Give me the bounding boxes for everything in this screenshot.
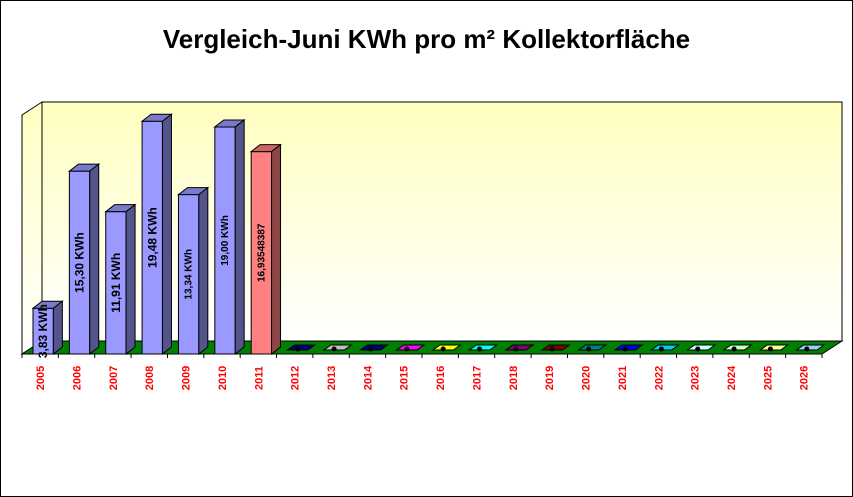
x-tick-label-2013: 2013 bbox=[326, 366, 338, 390]
bar-2020 bbox=[576, 344, 608, 352]
bar-2016 bbox=[431, 344, 462, 352]
bar-2008 bbox=[140, 113, 173, 356]
x-tick-label-2010: 2010 bbox=[217, 366, 229, 390]
bar-2017 bbox=[467, 344, 499, 352]
x-tick-label-2022: 2022 bbox=[653, 366, 665, 390]
data-label-2006: 15,30 KWh bbox=[73, 232, 87, 293]
data-labels-group: 3,83 KWh 15,30 KWh 11,91 KWh 19,48 KWh 13,34… bbox=[36, 207, 267, 358]
x-tick-label-2016: 2016 bbox=[435, 366, 447, 390]
bar-2023 bbox=[685, 344, 717, 352]
bar-2018 bbox=[504, 344, 535, 352]
x-tick-label-2019: 2019 bbox=[544, 366, 556, 390]
x-tick-label-2015: 2015 bbox=[399, 366, 411, 390]
bar-2011 bbox=[249, 143, 283, 356]
x-tick-label-2021: 2021 bbox=[617, 366, 629, 390]
x-tick-label-2006: 2006 bbox=[71, 366, 83, 390]
x-tick-label-2026: 2026 bbox=[799, 366, 811, 390]
data-label-2007: 11,91 KWh bbox=[109, 253, 123, 313]
data-label-2011: 16,93548387 bbox=[256, 223, 267, 282]
data-label-2010: 19,00 KWh bbox=[220, 215, 231, 266]
bar-2014 bbox=[358, 344, 390, 352]
x-tick-label-2025: 2025 bbox=[762, 366, 774, 390]
bar-2021 bbox=[613, 344, 644, 352]
bar-2022 bbox=[649, 344, 681, 352]
x-tick-label-2012: 2012 bbox=[290, 366, 302, 390]
bar-2019 bbox=[540, 344, 572, 352]
x-tick-label-2005: 2005 bbox=[35, 366, 47, 390]
bar-2025 bbox=[758, 344, 790, 352]
x-tick-label-2009: 2009 bbox=[181, 366, 193, 390]
data-label-2009: 13,34 KWh bbox=[184, 249, 195, 300]
bar-2006 bbox=[67, 163, 101, 356]
bar-2012 bbox=[285, 344, 317, 352]
bar-2024 bbox=[722, 344, 753, 352]
bar-2026 bbox=[795, 344, 826, 352]
x-tick-label-2020: 2020 bbox=[581, 366, 593, 390]
bars-group bbox=[31, 113, 826, 356]
bar-2007 bbox=[104, 203, 137, 356]
bar-2005 bbox=[31, 300, 64, 356]
x-tick-label-2018: 2018 bbox=[508, 366, 520, 390]
x-tick-label-2023: 2023 bbox=[690, 366, 702, 390]
bar-2013 bbox=[322, 344, 353, 352]
x-tick-label-2017: 2017 bbox=[471, 366, 483, 390]
x-tick-labels-group: 2005 2006 2007 2008 2009 2010 2011 2012 2013 2014… bbox=[21, 354, 823, 390]
data-label-2008: 19,48 KWh bbox=[145, 207, 159, 268]
bar-2015 bbox=[395, 344, 426, 352]
data-label-2005: 3,83 KWh bbox=[36, 304, 50, 358]
chart-title: Vergleich-Juni KWh pro m² Kollektorfläch… bbox=[162, 24, 691, 54]
x-tick-label-2024: 2024 bbox=[726, 365, 738, 390]
x-tick-label-2008: 2008 bbox=[144, 366, 156, 390]
bar-2010 bbox=[213, 118, 246, 356]
bar-2009 bbox=[176, 186, 210, 356]
x-tick-label-2011: 2011 bbox=[253, 366, 265, 390]
x-tick-label-2014: 2014 bbox=[362, 365, 374, 390]
x-tick-label-2007: 2007 bbox=[108, 366, 120, 390]
